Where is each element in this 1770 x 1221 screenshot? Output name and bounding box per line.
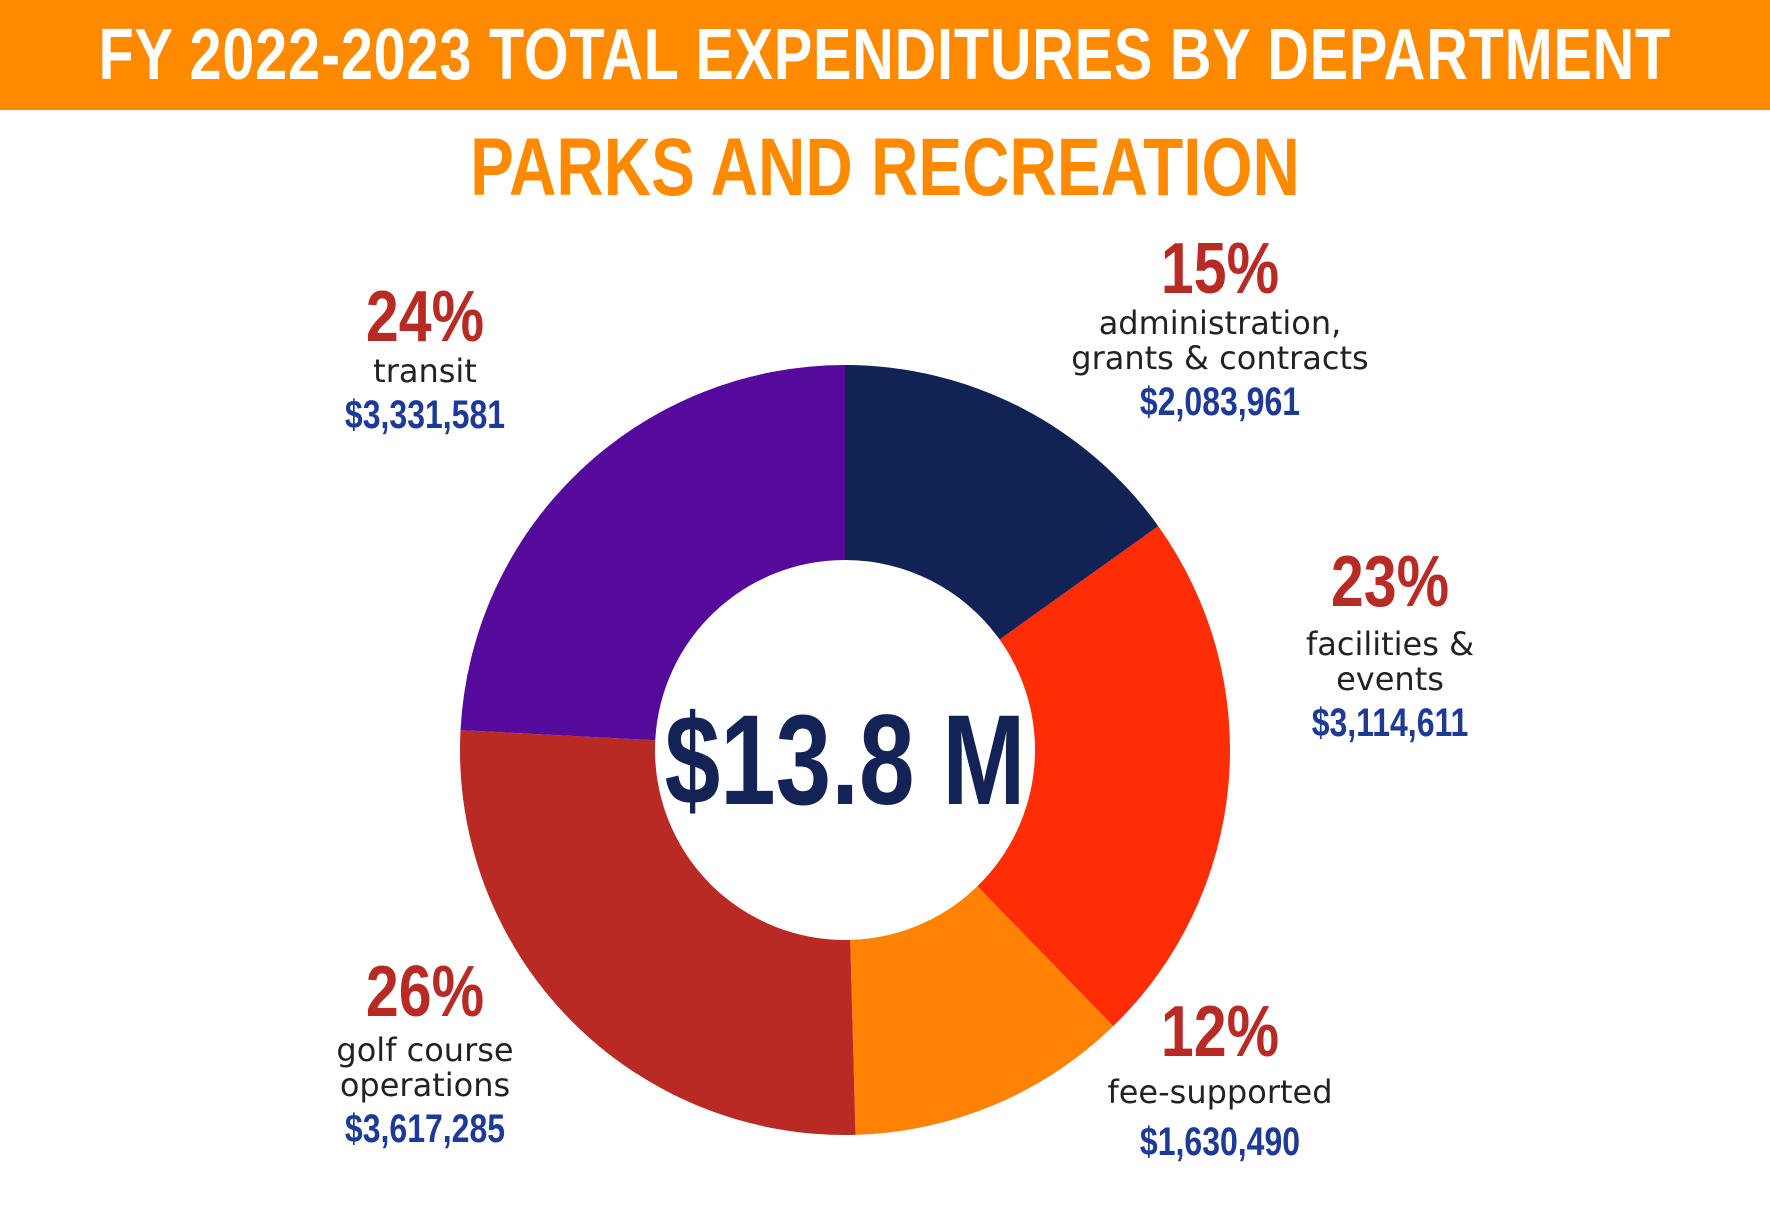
percent-label: 24% xyxy=(365,277,485,357)
category-label: facilities & xyxy=(1305,625,1475,663)
amount-label: $3,114,611 xyxy=(1311,701,1469,745)
label-transit: 24% transit $3,331,581 xyxy=(290,280,560,441)
category-label: fee-supported xyxy=(1107,1073,1333,1111)
center-total: $13.8 M xyxy=(664,688,1026,832)
slice-transit xyxy=(460,365,845,741)
category-label: events xyxy=(1336,660,1444,698)
percent-label: 12% xyxy=(1160,992,1280,1072)
label-admin: 15% administration, grants & contracts $… xyxy=(1010,232,1430,428)
amount-label: $3,331,581 xyxy=(344,393,506,437)
chart-title: FY 2022-2023 TOTAL EXPENDITURES BY DEPAR… xyxy=(98,15,1672,95)
slice-golf xyxy=(460,730,856,1135)
amount-label: $3,617,285 xyxy=(344,1107,506,1151)
amount-label: $1,630,490 xyxy=(1139,1120,1301,1164)
percent-label: 26% xyxy=(365,952,485,1032)
amount-label: $2,083,961 xyxy=(1139,380,1301,424)
label-fee: 12% fee-supported $1,630,490 xyxy=(1060,995,1380,1168)
label-golf: 26% golf course operations $3,617,285 xyxy=(270,955,580,1155)
slice-admin xyxy=(845,365,1159,640)
percent-label: 23% xyxy=(1330,542,1450,622)
category-label: administration, xyxy=(1098,304,1342,342)
label-facilities: 23% facilities & events $3,114,611 xyxy=(1240,545,1540,749)
slice-facilities xyxy=(977,526,1230,1027)
category-label: transit xyxy=(373,352,477,390)
category-label: operations xyxy=(339,1066,511,1104)
slice-fee xyxy=(850,886,1114,1135)
chart-subtitle: PARKS AND RECREATION xyxy=(470,122,1300,213)
category-label: golf course xyxy=(336,1031,514,1069)
percent-label: 15% xyxy=(1160,229,1280,309)
title-bar: FY 2022-2023 TOTAL EXPENDITURES BY DEPAR… xyxy=(0,0,1770,110)
category-label: grants & contracts xyxy=(1071,339,1369,377)
